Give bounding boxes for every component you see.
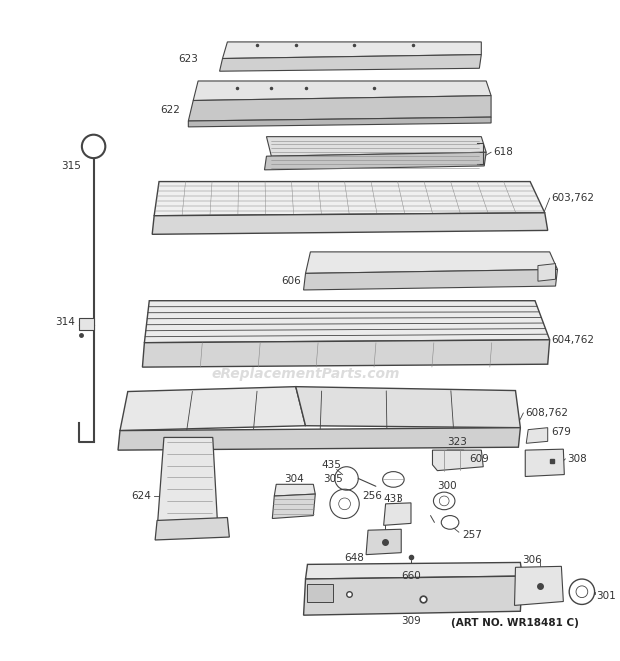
- Text: 256: 256: [362, 491, 382, 501]
- Text: 606: 606: [281, 276, 301, 286]
- Polygon shape: [188, 117, 491, 127]
- Text: 608,762: 608,762: [525, 408, 569, 418]
- Text: 315: 315: [61, 161, 81, 171]
- Text: 679: 679: [552, 426, 572, 436]
- Text: 257: 257: [462, 530, 482, 540]
- Polygon shape: [265, 152, 486, 170]
- Polygon shape: [155, 518, 229, 540]
- Text: 308: 308: [567, 454, 587, 464]
- Text: 323: 323: [447, 438, 467, 447]
- Text: 624: 624: [131, 491, 151, 501]
- Polygon shape: [306, 563, 522, 579]
- Polygon shape: [223, 42, 481, 59]
- Text: 301: 301: [596, 591, 616, 601]
- Polygon shape: [296, 387, 520, 428]
- Polygon shape: [143, 340, 550, 367]
- Polygon shape: [79, 319, 94, 330]
- Polygon shape: [152, 213, 547, 234]
- Polygon shape: [272, 494, 316, 518]
- Text: 618: 618: [493, 147, 513, 157]
- Polygon shape: [538, 264, 556, 281]
- Polygon shape: [433, 450, 483, 471]
- Polygon shape: [219, 55, 481, 71]
- Text: 309: 309: [401, 616, 421, 626]
- Text: 306: 306: [522, 555, 542, 564]
- Text: 604,762: 604,762: [552, 334, 595, 345]
- Polygon shape: [188, 96, 491, 121]
- Polygon shape: [384, 503, 411, 525]
- Polygon shape: [193, 81, 491, 100]
- Polygon shape: [306, 252, 557, 274]
- Polygon shape: [304, 576, 522, 615]
- Polygon shape: [525, 449, 564, 477]
- Text: 314: 314: [55, 317, 75, 327]
- Polygon shape: [144, 301, 550, 342]
- Text: (ART NO. WR18481 C): (ART NO. WR18481 C): [451, 618, 579, 628]
- Polygon shape: [308, 584, 333, 602]
- Text: 305: 305: [323, 475, 343, 485]
- Polygon shape: [157, 438, 218, 530]
- Polygon shape: [304, 270, 557, 290]
- Polygon shape: [267, 137, 486, 156]
- Text: 435: 435: [321, 460, 341, 470]
- Text: 304: 304: [284, 475, 304, 485]
- Text: 609: 609: [469, 454, 489, 464]
- Text: 660: 660: [401, 571, 421, 581]
- Polygon shape: [120, 387, 306, 430]
- Text: 433: 433: [384, 494, 404, 504]
- Text: 623: 623: [178, 54, 198, 63]
- Text: 300: 300: [437, 481, 457, 491]
- Polygon shape: [154, 182, 545, 215]
- Text: 622: 622: [161, 105, 180, 115]
- Text: eReplacementParts.com: eReplacementParts.com: [211, 367, 400, 381]
- Polygon shape: [526, 428, 547, 444]
- Polygon shape: [274, 485, 316, 496]
- Polygon shape: [515, 566, 564, 605]
- Polygon shape: [445, 450, 464, 465]
- Polygon shape: [118, 428, 520, 450]
- Text: 603,762: 603,762: [552, 193, 595, 203]
- Polygon shape: [366, 529, 401, 555]
- Text: 648: 648: [344, 553, 364, 563]
